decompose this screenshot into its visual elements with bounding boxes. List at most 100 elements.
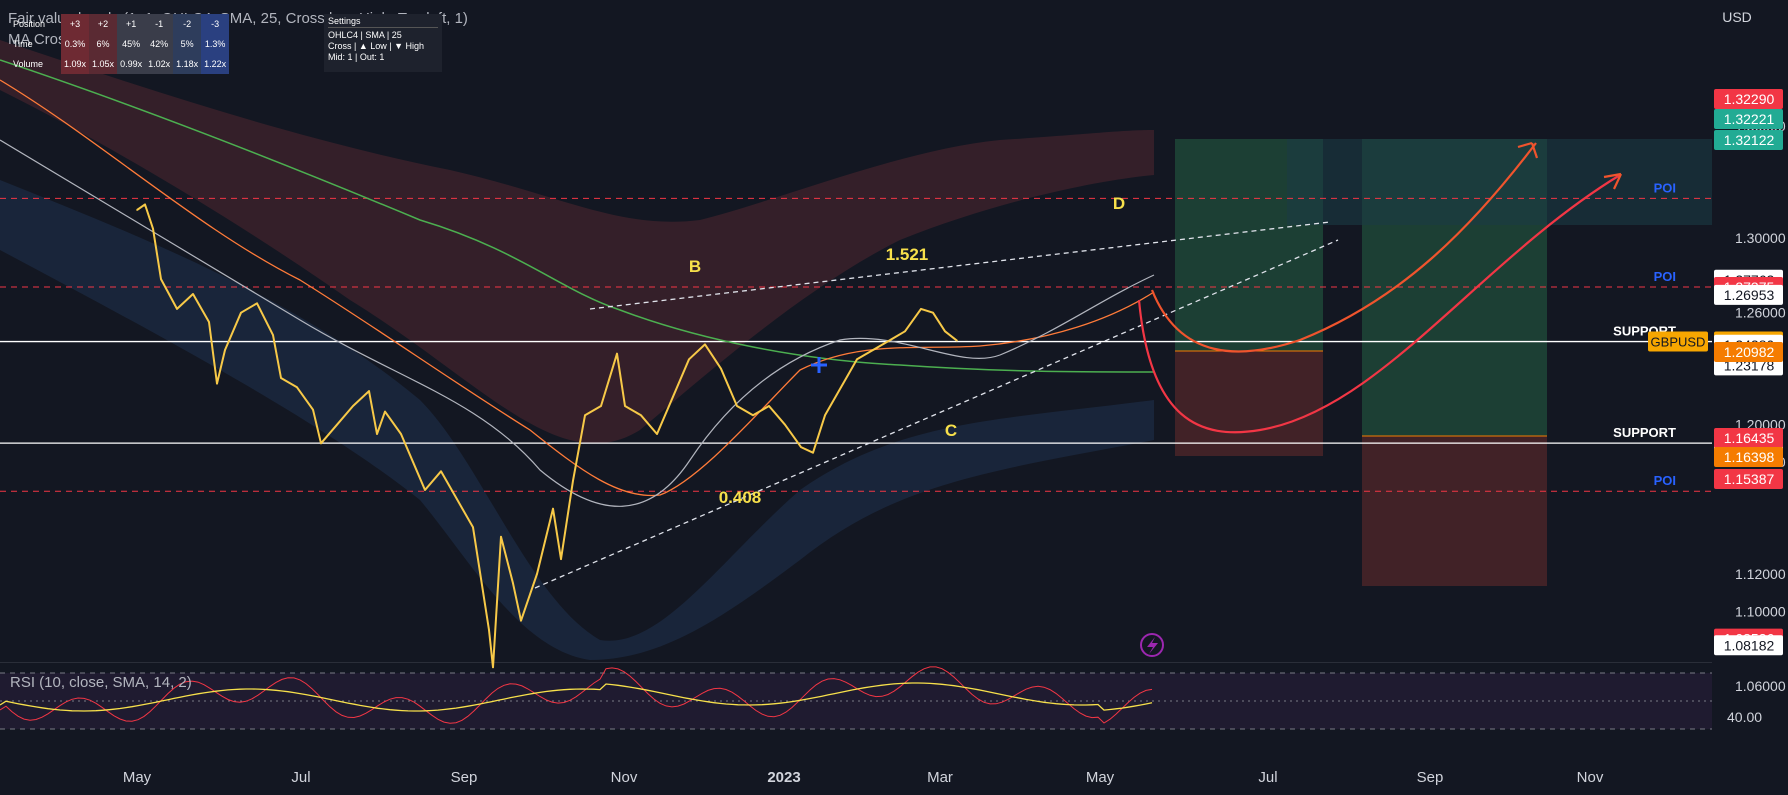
price-point [296,386,298,389]
price-point [572,479,574,482]
price-point [752,414,754,417]
price-point [160,278,162,280]
price-point [956,339,958,342]
price-point [424,489,426,491]
price-point [720,367,722,370]
volume-cell: 1.18x [173,54,202,74]
time-tick-label: May [1086,769,1115,786]
settings-panel: Settings OHLC4 | SMA | 25 Cross | ▲ Low … [324,14,442,72]
time-cell: 5% [173,34,202,54]
price-point [656,433,658,435]
time-tick-label: 2023 [767,769,800,786]
price-tag-value: 1.32290 [1724,91,1775,107]
price-tag-value: 1.15387 [1724,471,1775,487]
lightning-bolt-icon [1147,637,1158,654]
price-point [704,343,706,346]
settings-title: Settings [328,16,438,28]
price-tag [1714,447,1783,467]
projection-arc-2 [1137,174,1621,434]
price-tag-value: 1.16398 [1724,449,1775,465]
price-point [472,526,474,529]
price-tag-value: 1.08182 [1724,637,1775,653]
level-label: POI [1654,269,1676,284]
price-tag-value: 1.32122 [1724,132,1775,148]
pattern-annotation: D [1113,194,1125,213]
price-point [224,349,226,351]
price-point [812,451,814,454]
price-point [256,302,258,305]
price-line [136,203,958,669]
volume-cell: 1.22x [201,54,230,74]
pane-divider [0,662,1788,663]
col-head: +3 [61,14,90,34]
price-point [488,629,490,631]
price-point [368,390,370,392]
price-tag-value: 1.26953 [1724,287,1775,303]
rsi-tick-label: 40.00 [1727,709,1762,725]
price-point [560,558,562,560]
col-head: +2 [89,14,118,34]
fair-value-mid-line [0,139,1155,507]
symbol-tag [1648,331,1708,352]
price-point [888,339,890,342]
price-tag [1714,342,1783,362]
price-point [784,423,786,426]
time-cell: 42% [145,34,174,54]
price-point [376,433,378,435]
rsi-line [0,666,1153,724]
rsi-title[interactable]: RSI (10, close, SMA, 14, 2) [10,674,192,691]
time-tick-label: Sep [451,769,478,786]
price-point [584,414,586,417]
col-head: -2 [173,14,202,34]
price-point [312,408,314,411]
time-tick-label: Nov [1577,769,1604,786]
time-tick-label: May [123,769,152,786]
price-point [512,582,514,585]
level-label: POI [1654,473,1676,488]
ma-200-line [0,59,1155,373]
long-stop-zone-1 [1175,351,1323,456]
price-point [320,442,322,445]
price-tag [1714,635,1783,656]
upper-trendline [589,221,1331,310]
price-point [824,414,826,417]
price-point [352,405,354,407]
price-tag-value: 1.20982 [1724,344,1775,360]
price-point [672,395,674,398]
time-tick-label: Jul [1258,769,1277,786]
settings-line: OHLC4 | SMA | 25 [328,30,402,40]
price-point [840,386,842,389]
time-tick-label: Sep [1417,769,1444,786]
price-tag-value: 1.16435 [1724,430,1775,446]
price-point [800,446,802,448]
price-point [736,405,738,407]
settings-line: Mid: 1 | Out: 1 [328,52,385,62]
price-point [688,358,690,361]
col-head: -1 [145,14,174,34]
col-head: +1 [117,14,146,34]
pattern-annotation: 1.521 [886,245,929,264]
time-tick-label: Nov [611,769,638,786]
price-point [216,382,218,385]
price-tick-label: 1.26000 [1735,305,1786,321]
price-point [944,330,946,333]
price-tag [1714,130,1783,150]
price-point [280,377,282,379]
volume-cell: 1.09x [61,54,90,74]
lower-deviation-band [0,180,1154,660]
price-point [456,498,458,501]
price-point [640,414,642,417]
price-tag [1714,469,1783,489]
price-point [336,423,338,426]
price-tag [1714,89,1783,109]
price-tag [1714,109,1783,129]
projection-arrow-1-icon [1517,141,1539,159]
price-point [920,308,922,310]
rsi-sma-line [0,682,1153,712]
price-point [144,203,146,206]
price-tick-label: 1.12000 [1735,566,1786,582]
price-tag-value: 1.32221 [1724,111,1775,127]
level-label: POI [1654,180,1676,195]
price-point [272,334,274,336]
